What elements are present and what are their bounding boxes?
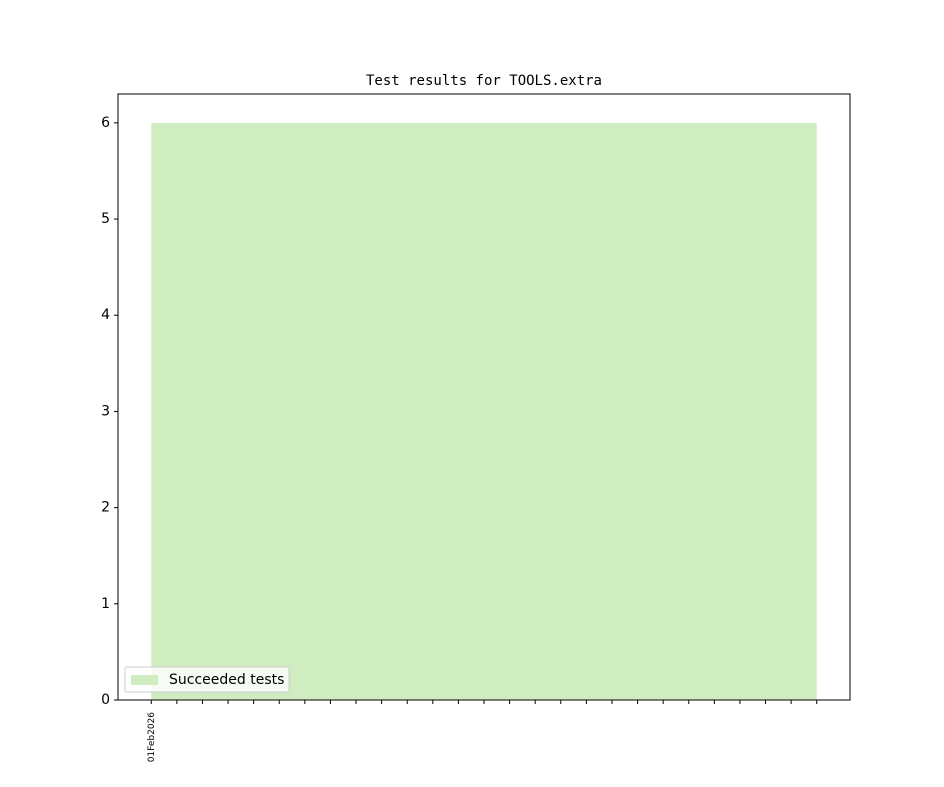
legend-swatch — [131, 675, 158, 685]
y-tick-label: 0 — [101, 692, 110, 708]
area — [151, 122, 817, 701]
y-tick-label: 6 — [101, 115, 110, 131]
y-tick-label: 2 — [101, 500, 110, 516]
legend-label: Succeeded tests — [169, 672, 284, 688]
y-tick-label: 3 — [101, 403, 110, 419]
y-tick-label: 1 — [101, 596, 110, 612]
y-tick-label: 4 — [101, 307, 110, 323]
x-tick-label: 01Feb2026 — [147, 712, 157, 763]
chart-title: Test results for TOOLS.extra — [366, 73, 602, 89]
y-tick-label: 5 — [101, 211, 110, 227]
legend: Succeeded tests — [124, 666, 290, 693]
legend-box — [124, 666, 290, 693]
